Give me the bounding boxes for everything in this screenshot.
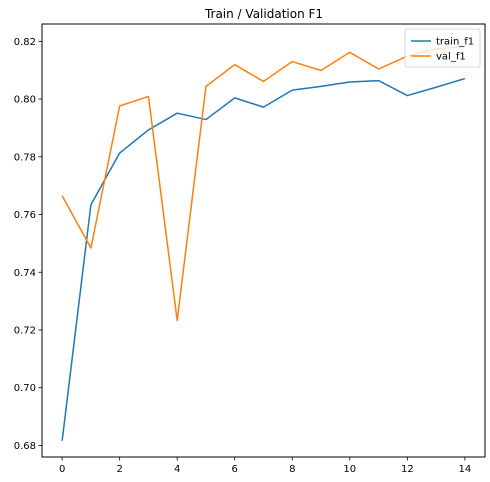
- series-line-val_f1: [61, 45, 465, 322]
- legend-label-train_f1: train_f1: [436, 37, 474, 48]
- x-tick-label: 12: [401, 464, 414, 475]
- legend: train_f1 val_f1: [404, 28, 481, 68]
- series-line-train_f1: [61, 77, 466, 441]
- y-tick-label: 0.80: [14, 95, 36, 106]
- x-tick-label: 8: [289, 464, 295, 475]
- legend-box: [404, 28, 481, 68]
- y-tick-label: 0.70: [14, 383, 36, 394]
- x-tick-label: 2: [116, 464, 122, 475]
- x-tick-label: 0: [59, 464, 65, 475]
- y-tick-label: 0.82: [14, 37, 36, 48]
- x-tick-label: 4: [174, 464, 180, 475]
- x-tick-label: 14: [458, 464, 471, 475]
- x-tick-label: 6: [232, 464, 238, 475]
- chart-title: Train / Validation F1: [204, 7, 323, 21]
- y-tick-label: 0.74: [14, 268, 36, 279]
- y-tick-label: 0.76: [14, 210, 36, 221]
- legend-label-val_f1: val_f1: [436, 52, 466, 63]
- y-tick-label: 0.68: [14, 441, 36, 452]
- axes-frame: [41, 23, 486, 458]
- y-tick-label: 0.78: [14, 152, 36, 163]
- x-tick-label: 10: [343, 464, 356, 475]
- y-tick-label: 0.72: [14, 325, 36, 336]
